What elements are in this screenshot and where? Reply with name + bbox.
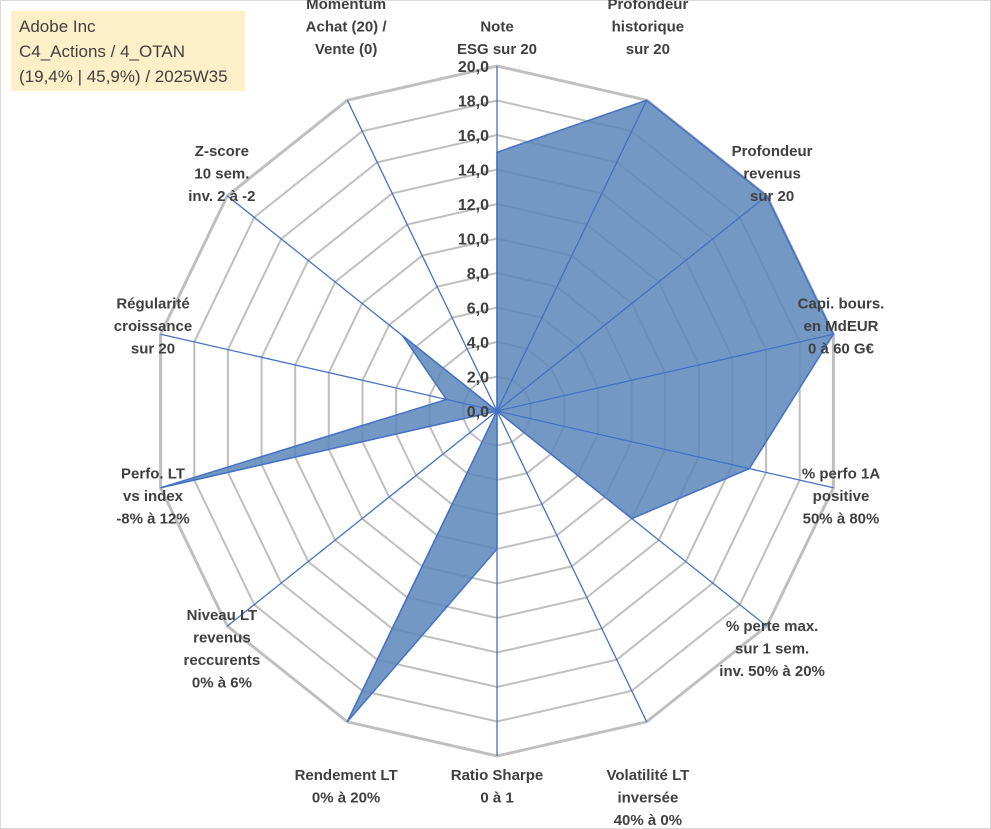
tick-label: 0,0 (467, 404, 489, 421)
axis-label-line: 0 à 60 G€ (808, 341, 875, 358)
axis-spoke (226, 195, 498, 412)
axis-label: Note ESG sur 20 (457, 19, 537, 59)
axis-label: Volatilité LT inversée 40% à 0% (607, 767, 690, 829)
axis-spoke (346, 410, 498, 723)
axis-label-line: Niveau LT (187, 607, 258, 624)
axis-spoke (346, 99, 498, 412)
axis-spoke (496, 410, 648, 723)
axis-label: Rendement LT 0% à 20% (295, 767, 398, 807)
axis-label: Profondeur historique sur 20 (607, 0, 688, 58)
axis-spoke (496, 195, 768, 412)
axis-label-line: Perfo. LT (121, 465, 185, 482)
axis-label-line: Momentum (306, 0, 386, 13)
axis-spoke (226, 410, 498, 627)
axis-label-line: inv. 2 à -2 (188, 188, 255, 205)
axis-label-line: 0 à 1 (480, 790, 513, 807)
axis-label-line: vs index (123, 488, 184, 505)
tick-label: 20,0 (458, 59, 489, 76)
axis-label: Profondeur revenus sur 20 (732, 143, 813, 205)
axis-label-line: Note (480, 19, 513, 36)
axis-label-line: Capi. bours. (798, 296, 885, 313)
axis-label: Momentum Achat (20) / Vente (0) (306, 0, 388, 58)
axis-label-line: Profondeur (607, 0, 688, 13)
axis-label: Perfo. LT vs index -8% à 12% (116, 465, 189, 527)
tick-label: 12,0 (458, 197, 489, 214)
axis-label-line: -8% à 12% (116, 510, 189, 527)
axis-label-line: Vente (0) (315, 41, 378, 58)
tick-label: 18,0 (458, 94, 489, 111)
axis-label-line: inversée (617, 790, 678, 807)
axis-label-line: Ratio Sharpe (451, 767, 544, 784)
axis-label: % perfo 1A positive 50% à 80% (802, 465, 881, 527)
axis-spoke (496, 99, 648, 412)
axis-label-line: revenus (193, 629, 251, 646)
tick-label: 2,0 (467, 370, 489, 387)
axis-label-line: 0% à 20% (312, 790, 380, 807)
tick-label: 6,0 (467, 301, 489, 318)
axis-label-line: Profondeur (732, 143, 813, 160)
axis-label-line: Achat (20) / (306, 19, 388, 36)
axis-label-line: reccurents (184, 652, 261, 669)
axis-label-line: en MdEUR (804, 318, 879, 335)
axis-spoke (160, 333, 498, 412)
axis-label-line: 0% à 6% (192, 674, 252, 691)
axis-label-line: Z-score (195, 143, 249, 160)
axis-label-line: % perte max. (726, 618, 819, 635)
axis-label-line: Régularité (116, 296, 189, 313)
tick-label: 16,0 (458, 128, 489, 145)
info-box: Adobe Inc C4_Actions / 4_OTAN (19,4% | 4… (11, 11, 245, 91)
axis-label-line: sur 20 (750, 188, 794, 205)
axis-spoke (496, 410, 768, 627)
axis-label: Régularité croissance sur 20 (114, 296, 192, 358)
axis-spoke (496, 333, 834, 412)
axis-label-line: croissance (114, 318, 192, 335)
axis-label-line: sur 1 sem. (735, 641, 809, 658)
axis-label-line: Volatilité LT (607, 767, 690, 784)
axis-label-line: sur 20 (626, 41, 670, 58)
company-name: Adobe Inc (19, 17, 96, 36)
stats-label: (19,4% | 45,9%) / 2025W35 (19, 67, 228, 86)
tick-label: 8,0 (467, 266, 489, 283)
axis-label-line: 40% à 0% (614, 812, 682, 829)
axis-label-line: Rendement LT (295, 767, 398, 784)
tick-label: 14,0 (458, 163, 489, 180)
axis-label-line: sur 20 (131, 341, 175, 358)
axis-label: Z-score 10 sem. inv. 2 à -2 (188, 143, 255, 205)
axis-label-line: revenus (743, 166, 801, 183)
axis-label-line: 50% à 80% (803, 510, 880, 527)
axis-label: Niveau LT revenus reccurents 0% à 6% (184, 607, 261, 692)
tick-label: 4,0 (467, 335, 489, 352)
axis-label-line: inv. 50% à 20% (719, 663, 825, 680)
tick-label: 10,0 (458, 232, 489, 249)
axis-spoke (160, 410, 498, 489)
axis-label: Ratio Sharpe 0 à 1 (451, 767, 544, 807)
category-label: C4_Actions / 4_OTAN (19, 42, 185, 61)
axis-label: Capi. bours. en MdEUR 0 à 60 G€ (798, 296, 885, 358)
axis-label-line: historique (612, 19, 685, 36)
axis-label: % perte max. sur 1 sem. inv. 50% à 20% (719, 618, 825, 680)
axis-label-line: ESG sur 20 (457, 41, 537, 58)
axis-label-line: % perfo 1A (802, 465, 881, 482)
axis-label-line: positive (813, 488, 870, 505)
axis-spoke (496, 410, 834, 489)
axis-label-line: 10 sem. (194, 166, 249, 183)
